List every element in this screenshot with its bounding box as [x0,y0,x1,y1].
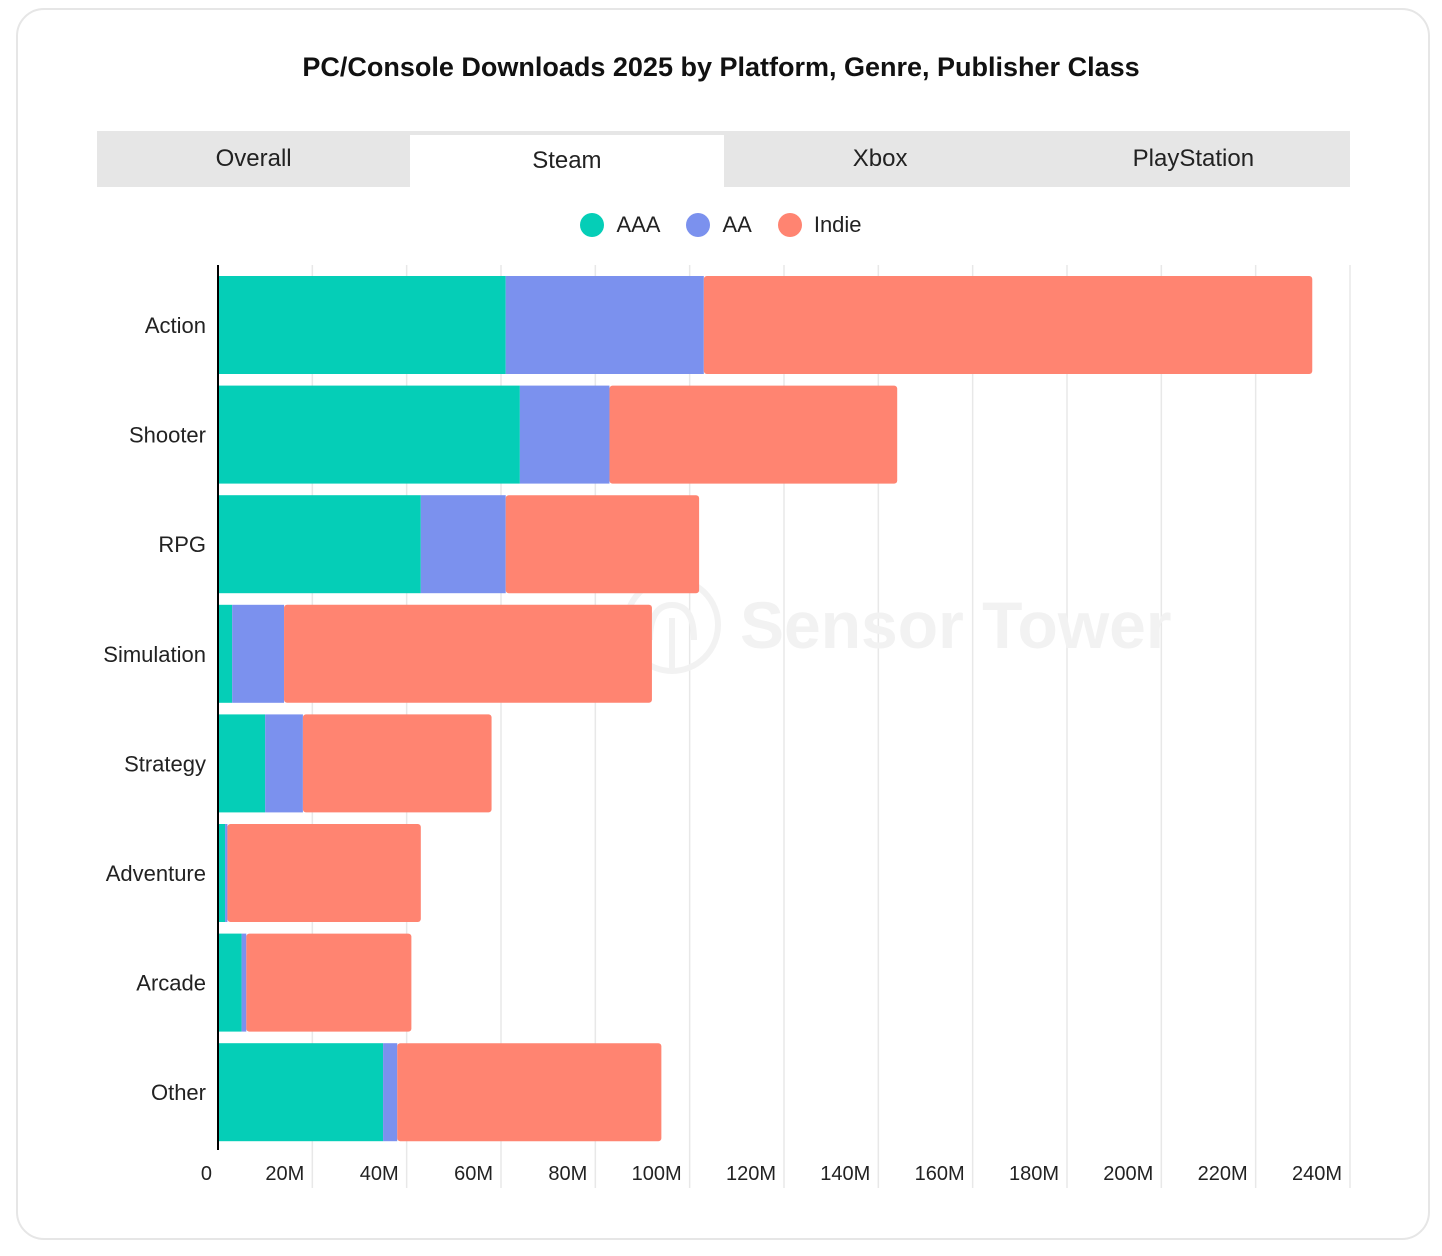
bar-adventure-aaa[interactable] [218,824,226,922]
category-label-simulation: Simulation [103,642,206,667]
bar-action-indie[interactable] [703,276,1313,374]
category-label-shooter: Shooter [129,423,206,448]
legend-swatch-indie [777,213,802,237]
x-tick-label-80M: 80M [548,1163,587,1185]
x-tick-label-40M: 40M [360,1163,399,1185]
watermark-text: Sensor Tower [740,588,1172,662]
bar-other-indie[interactable] [397,1043,662,1142]
tab-steam[interactable]: Steam [410,135,724,187]
x-tick-label-200M: 200M [1103,1163,1153,1185]
x-tick-label-220M: 220M [1198,1163,1248,1185]
tab-overall[interactable]: Overall [215,145,292,172]
tab-playstation[interactable]: PlayStation [1132,145,1255,172]
x-tick-label-0: 0 [201,1163,212,1185]
legend-item-aaa[interactable]: AAA [580,212,660,238]
x-tick-label-120M: 120M [726,1163,776,1185]
x-tick-label-160M: 160M [915,1163,965,1185]
bar-arcade-aa[interactable] [241,933,247,1032]
x-tick-label-100M: 100M [632,1163,682,1185]
bar-strategy-aa[interactable] [265,714,303,813]
bar-action-aa[interactable] [505,276,704,374]
bar-rpg-aaa[interactable] [218,495,421,594]
category-labels: Action Shooter RPG Simulation Strategy Advent… [103,313,206,1105]
x-tick-label-20M: 20M [265,1163,304,1185]
tab-xbox[interactable]: Xbox [852,145,908,172]
bar-rpg-indie[interactable] [505,495,700,594]
platform-tabs: Overall Steam Xbox PlayStation [97,131,1350,187]
bar-adventure-aa[interactable] [225,824,228,922]
x-tick-label-140M: 140M [820,1163,870,1185]
bar-shooter-aa[interactable] [519,385,610,484]
bar-adventure-indie[interactable] [227,824,421,922]
category-label-action: Action [145,313,206,338]
legend-swatch-aa [686,213,711,237]
category-label-other: Other [151,1080,206,1105]
category-label-arcade: Arcade [136,971,206,996]
watermark-logo-arc [647,601,697,641]
bars [218,276,1313,1142]
bar-shooter-indie[interactable] [609,385,898,484]
chart-title: PC/Console Downloads 2025 by Platform, G… [302,52,1140,82]
category-label-strategy: Strategy [124,751,206,776]
legend: AAA AA Indie [0,212,1442,238]
legend-label-indie: Indie [813,212,862,237]
x-tick-labels: 0 20M 40M 60M 80M 100M 120M 140M 160M 180M 200M 220… [201,1163,1342,1185]
x-tick-label-180M: 180M [1009,1163,1059,1185]
category-label-rpg: RPG [158,532,206,557]
bar-strategy-aaa[interactable] [218,714,266,813]
bar-arcade-aaa[interactable] [218,933,242,1032]
legend-label-aa: AA [722,212,752,237]
legend-item-aa[interactable]: AA [686,212,752,238]
legend-item-indie[interactable]: Indie [777,212,862,238]
bar-other-aa[interactable] [383,1043,398,1142]
bar-rpg-aa[interactable] [420,495,506,594]
bar-simulation-indie[interactable] [284,604,652,703]
x-tick-label-60M: 60M [454,1163,493,1185]
bar-simulation-aaa[interactable] [218,604,233,703]
legend-swatch-aaa [580,213,605,237]
bar-action-aaa[interactable] [218,276,506,374]
bar-arcade-indie[interactable] [246,933,412,1032]
category-label-adventure: Adventure [106,861,206,886]
bar-shooter-aaa[interactable] [218,385,520,484]
watermark: Sensor Tower [623,576,1172,674]
bar-other-aaa[interactable] [218,1043,384,1142]
legend-label-aaa: AAA [616,212,661,237]
x-tick-label-240M: 240M [1292,1163,1342,1185]
bar-simulation-aa[interactable] [232,604,285,703]
bar-strategy-indie[interactable] [302,714,492,813]
